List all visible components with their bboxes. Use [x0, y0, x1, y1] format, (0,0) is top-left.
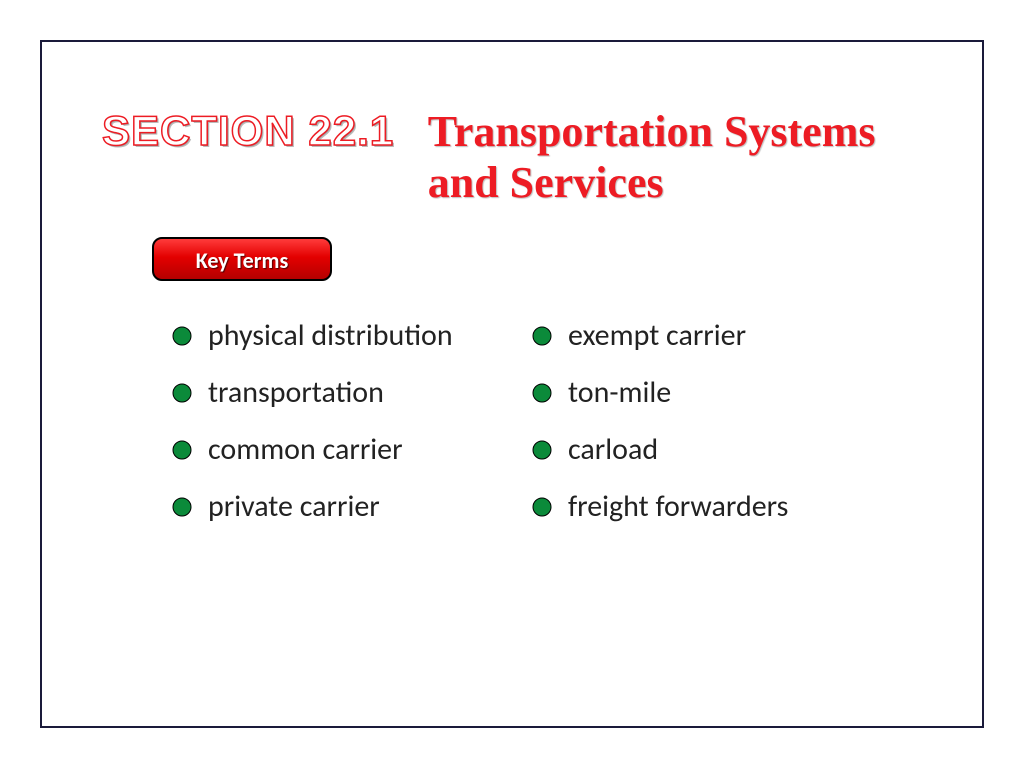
list-item: private carrier [172, 488, 532, 525]
key-terms-badge: Key Terms [152, 237, 332, 281]
slide-frame: SECTION 22.1 Transportation Systems and … [40, 40, 984, 728]
list-item: transportation [172, 374, 532, 411]
terms-container: physical distribution transportation com… [172, 317, 912, 545]
list-item: freight forwarders [532, 488, 892, 525]
bullet-icon [532, 440, 552, 460]
bullet-icon [532, 326, 552, 346]
term-text: private carrier [208, 488, 380, 525]
bullet-icon [172, 326, 192, 346]
list-item: physical distribution [172, 317, 532, 354]
title-line-1: Transportation Systems [428, 107, 876, 156]
list-item: common carrier [172, 431, 532, 468]
list-item: exempt carrier [532, 317, 892, 354]
bullet-icon [172, 440, 192, 460]
bullet-icon [172, 383, 192, 403]
section-label: SECTION 22.1 [102, 107, 394, 155]
bullet-icon [532, 383, 552, 403]
term-text: carload [568, 431, 658, 468]
terms-column-left: physical distribution transportation com… [172, 317, 532, 545]
bullet-icon [172, 497, 192, 517]
bullet-icon [532, 497, 552, 517]
term-text: exempt carrier [568, 317, 746, 354]
section-title: Transportation Systems and Services [428, 107, 876, 208]
term-text: transportation [208, 374, 384, 411]
list-item: carload [532, 431, 892, 468]
term-text: ton-mile [568, 374, 671, 411]
list-item: ton-mile [532, 374, 892, 411]
term-text: freight forwarders [568, 488, 788, 525]
term-text: physical distribution [208, 317, 453, 354]
term-text: common carrier [208, 431, 403, 468]
heading-row: SECTION 22.1 Transportation Systems and … [102, 107, 932, 208]
terms-column-right: exempt carrier ton-mile carload freight … [532, 317, 892, 545]
title-line-2: and Services [428, 158, 664, 207]
